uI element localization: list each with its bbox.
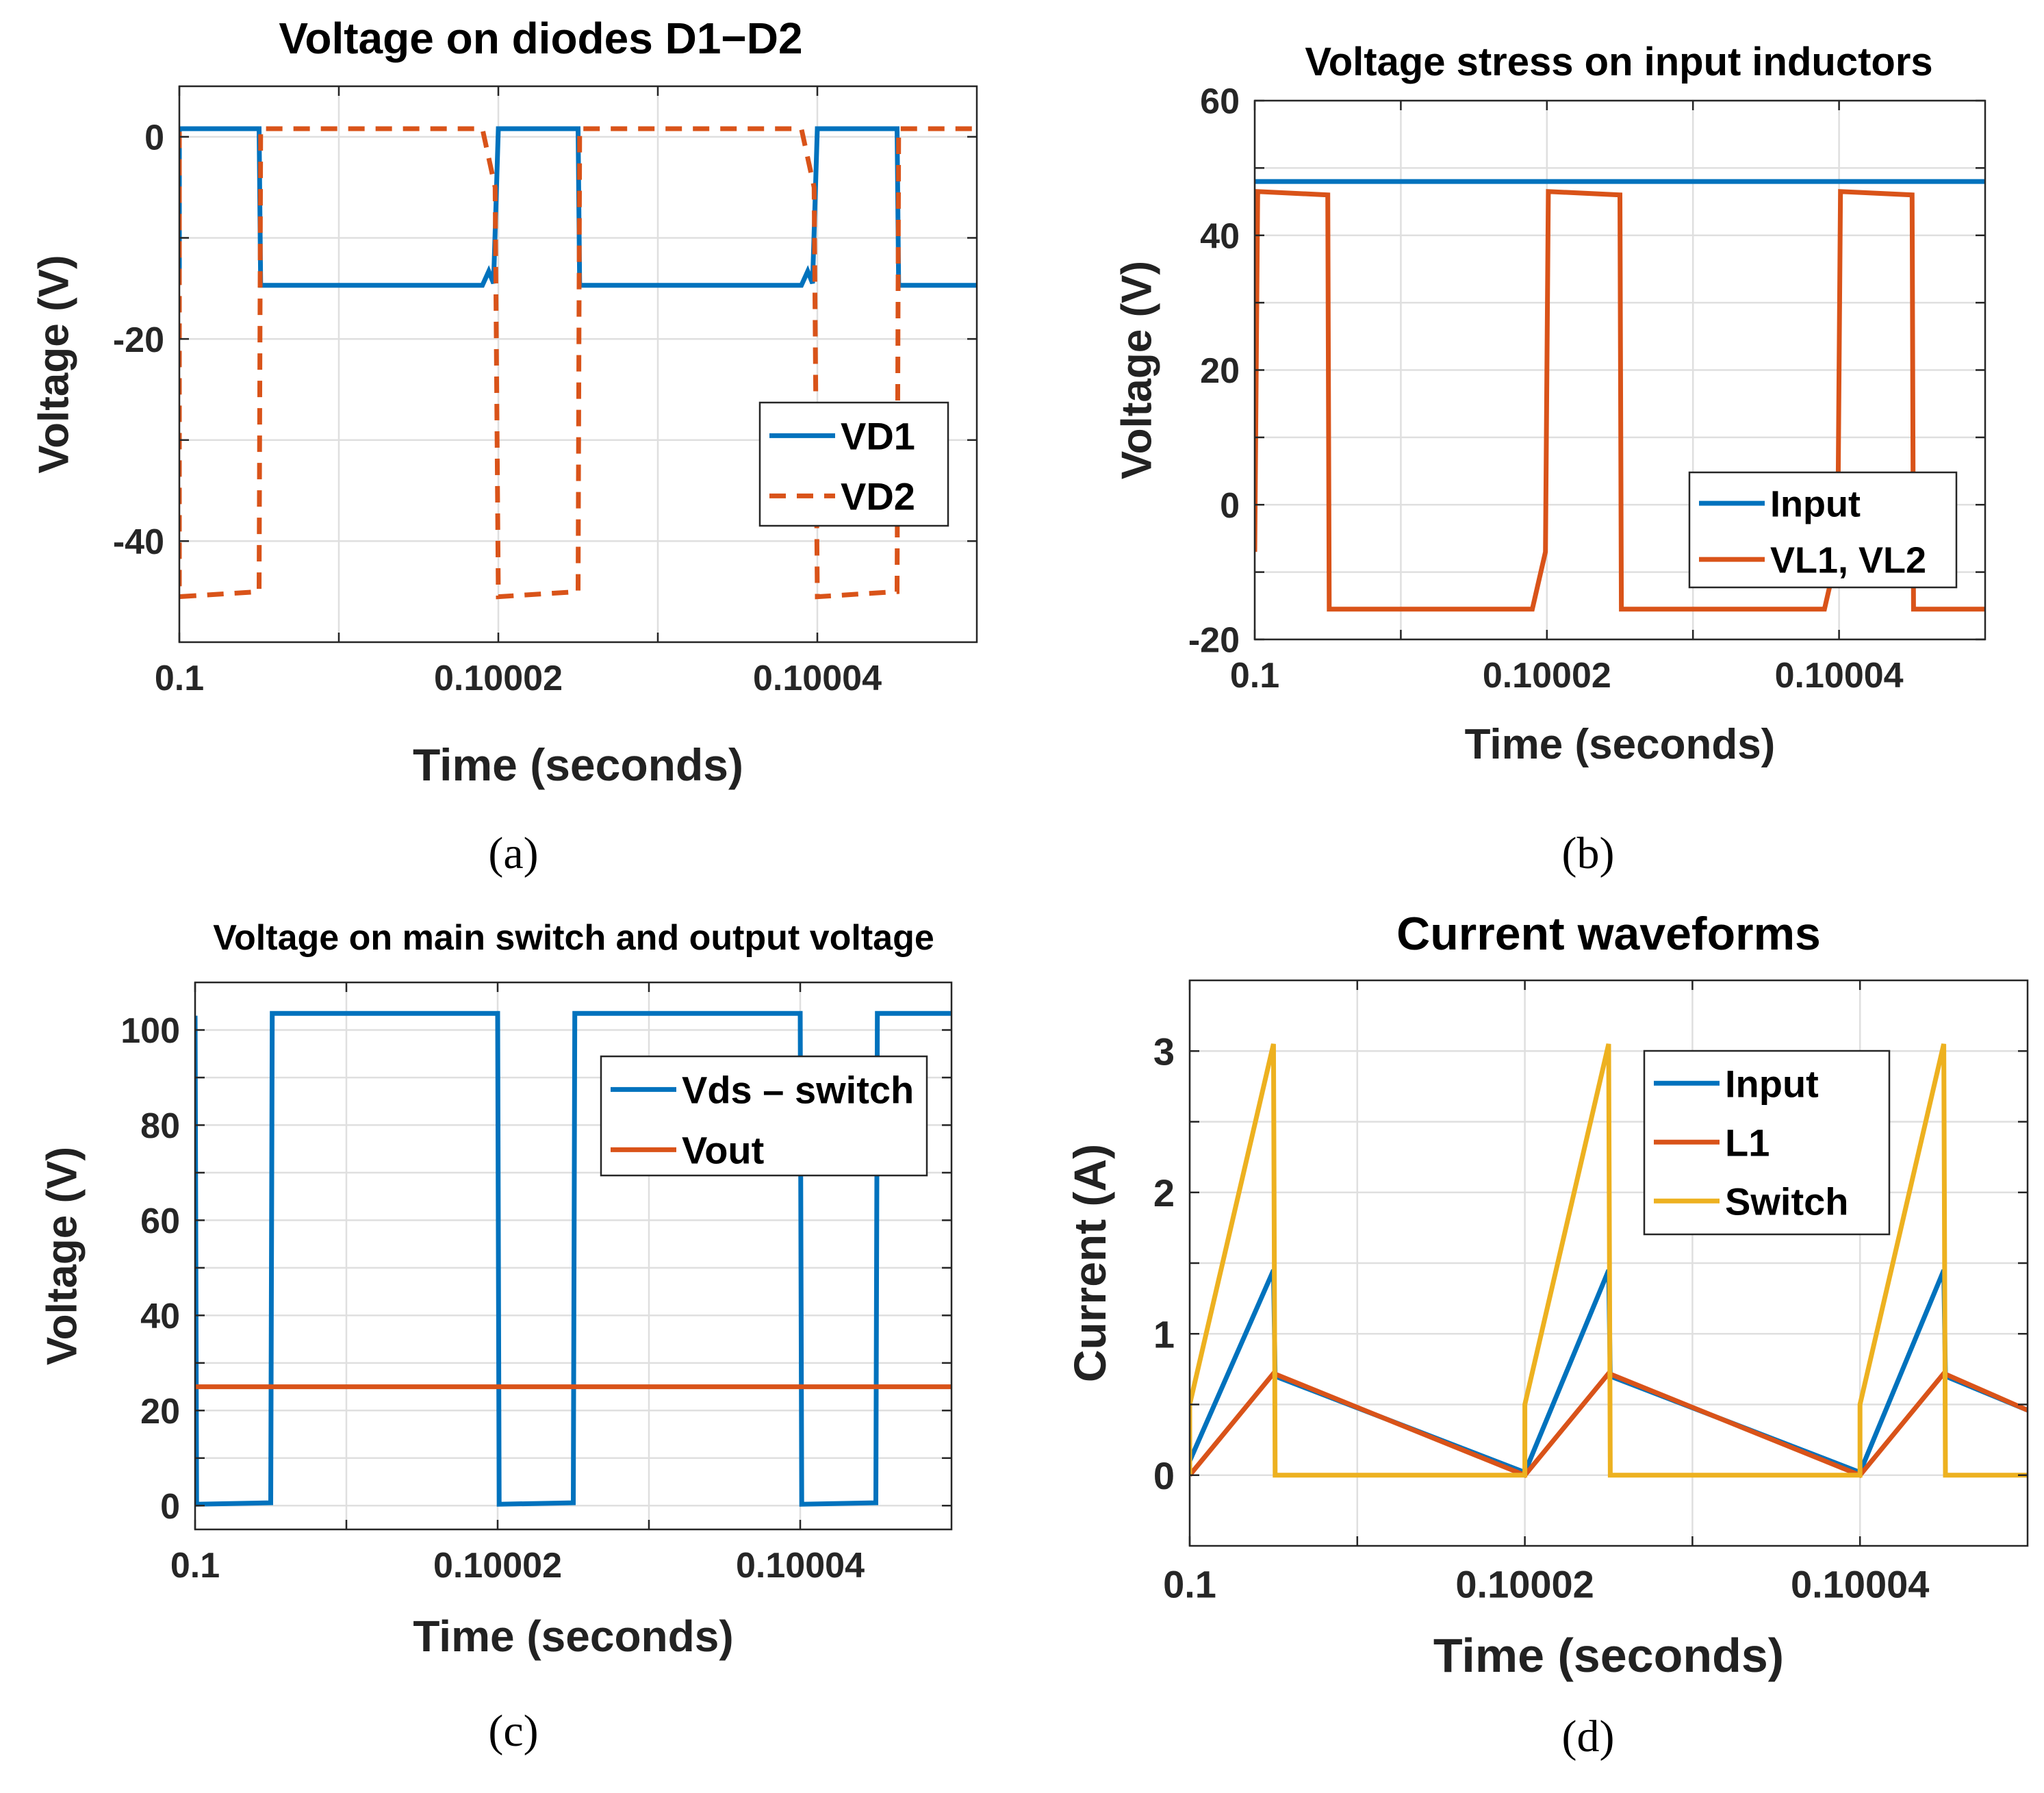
legend-entry: Input xyxy=(1725,1062,1819,1105)
legend-box xyxy=(1688,471,1958,589)
y-axis-label: Voltage (V) xyxy=(31,255,78,473)
y-tick-label: -20 xyxy=(1188,621,1240,661)
y-tick-label: 20 xyxy=(1200,351,1240,391)
y-axis-label: Voltage (V) xyxy=(39,1147,86,1365)
y-tick-label: -40 xyxy=(113,522,164,562)
series-group xyxy=(195,1010,951,1507)
chart-panel-b: 0.1 0.10002 0.10004 60 40 20 0 -20 Voltage stres… xyxy=(1114,40,1986,878)
x-tick-label: 0.10002 xyxy=(434,659,563,698)
chart-title: Voltage stress on input inductors xyxy=(1305,40,1932,84)
y-tick-label: 40 xyxy=(140,1297,180,1336)
series-line-vd2 xyxy=(179,126,977,600)
x-tick-label: 0.1 xyxy=(1163,1563,1216,1606)
x-tick-label: 0.10004 xyxy=(1775,656,1904,696)
y-tick-label: 100 xyxy=(120,1011,180,1051)
y-tick-label: 80 xyxy=(140,1106,180,1146)
series-group xyxy=(1255,179,1985,612)
y-tick-label: 0 xyxy=(1153,1454,1175,1497)
axes-box xyxy=(178,85,978,644)
series-group xyxy=(179,126,977,600)
panel-label: (d) xyxy=(1562,1712,1615,1762)
series-line-vl1-vl2 xyxy=(1255,189,1985,612)
x-tick-label: 0.10002 xyxy=(433,1546,562,1586)
chart-panel-d: 0.1 0.10002 0.10004 3 2 1 0 Current waveforms Ti… xyxy=(1064,908,2029,1762)
x-axis-label: Time (seconds) xyxy=(413,1612,733,1661)
legend-entry: VD2 xyxy=(841,475,915,518)
axes-box xyxy=(194,981,953,1531)
series-line-vds-switch xyxy=(195,1010,951,1507)
y-tick-label: -20 xyxy=(113,320,164,360)
series-group xyxy=(1190,1043,2028,1479)
panel-label: (a) xyxy=(488,828,538,878)
legend-entry: Input xyxy=(1770,484,1861,525)
legend-entry: Switch xyxy=(1725,1180,1848,1223)
y-tick-label: 60 xyxy=(1200,82,1240,122)
legend-entry: VD1 xyxy=(841,415,915,458)
y-tick-label: 0 xyxy=(144,118,164,158)
legend: Vds – switch Vout xyxy=(600,1055,928,1177)
y-tick-label: 60 xyxy=(140,1201,180,1241)
y-axis-label: Voltage (V) xyxy=(1114,261,1161,479)
panel-label: (b) xyxy=(1562,828,1615,878)
x-axis-label: Time (seconds) xyxy=(1465,721,1776,768)
chart-title: Voltage on main switch and output voltag… xyxy=(213,918,934,958)
x-axis-label: Time (seconds) xyxy=(413,739,743,790)
chart-title: Voltage on diodes D1−D2 xyxy=(279,14,802,63)
chart-panel-a: 0.1 0.10002 0.10004 0 -20 -40 Voltage on diode… xyxy=(31,14,978,878)
y-tick-label: 0 xyxy=(160,1487,180,1527)
y-tick-label: 1 xyxy=(1153,1312,1175,1356)
legend-entry: VL1, VL2 xyxy=(1770,540,1926,581)
x-tick-label: 0.10004 xyxy=(736,1546,865,1586)
y-tick-label: 0 xyxy=(1220,486,1240,526)
x-tick-label: 0.10002 xyxy=(1483,656,1611,696)
legend-box xyxy=(600,1055,928,1177)
x-tick-label: 0.10004 xyxy=(1791,1563,1929,1606)
y-tick-label: 2 xyxy=(1153,1171,1175,1215)
legend: Input L1 Switch xyxy=(1643,1050,1891,1236)
x-tick-label: 0.10004 xyxy=(753,659,882,698)
x-tick-label: 0.1 xyxy=(170,1546,220,1586)
legend-box xyxy=(758,401,949,527)
legend-entry: Vds – switch xyxy=(682,1069,914,1112)
panel-label: (c) xyxy=(488,1706,538,1756)
x-tick-label: 0.10002 xyxy=(1455,1563,1594,1606)
series-line-switch xyxy=(1190,1043,2028,1478)
legend-entry: Vout xyxy=(682,1129,764,1172)
chart-title: Current waveforms xyxy=(1396,908,1821,960)
y-tick-label: 40 xyxy=(1200,216,1240,256)
y-tick-label: 20 xyxy=(140,1392,180,1432)
x-axis-label: Time (seconds) xyxy=(1433,1629,1784,1682)
y-axis-label: Current (A) xyxy=(1064,1144,1115,1382)
chart-panel-c: 0.1 0.10002 0.10004 100 80 60 40 20 0 Voltage on … xyxy=(39,918,953,1756)
x-tick-label: 0.1 xyxy=(1230,656,1279,696)
legend-entry: L1 xyxy=(1725,1121,1770,1164)
y-tick-label: 3 xyxy=(1153,1030,1175,1073)
x-tick-label: 0.1 xyxy=(155,659,204,698)
legend: Input VL1, VL2 xyxy=(1688,471,1958,589)
